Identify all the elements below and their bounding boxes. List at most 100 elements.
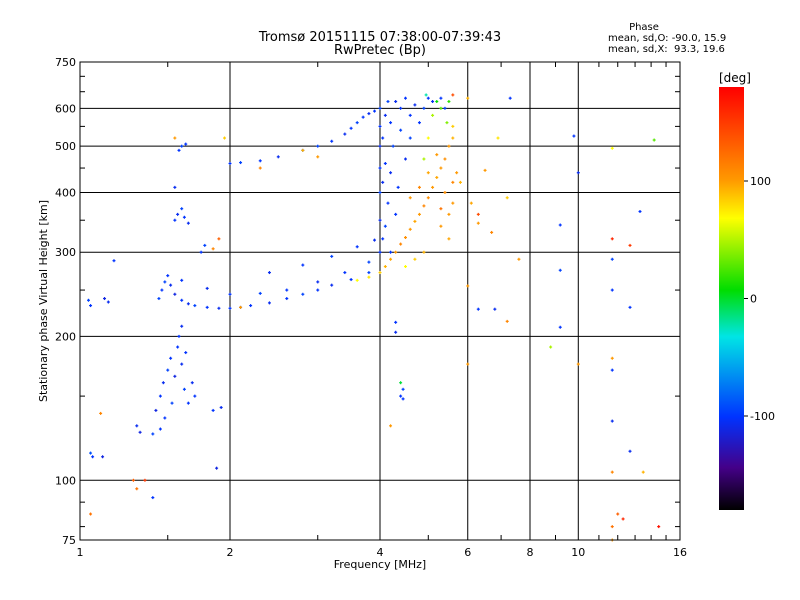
o-mode-point — [285, 288, 289, 292]
x-mode-point — [466, 362, 470, 366]
o-mode-point — [367, 271, 371, 275]
o-mode-point — [378, 144, 382, 148]
o-mode-point — [182, 387, 186, 391]
x-mode-point — [417, 212, 421, 216]
x-mode-point — [496, 136, 500, 140]
o-mode-point — [91, 455, 95, 459]
x-mode-point — [451, 201, 455, 205]
o-mode-point — [417, 121, 421, 125]
o-mode-point — [176, 212, 180, 216]
x-mode-point — [483, 168, 487, 172]
x-mode-point — [443, 190, 447, 194]
o-mode-point — [408, 136, 412, 140]
x-mode-point — [417, 185, 421, 189]
o-mode-point — [157, 297, 161, 301]
o-mode-point — [373, 109, 377, 113]
o-mode-point — [422, 106, 426, 110]
x-mode-point — [426, 171, 430, 175]
colorbar-tick-label: 100 — [750, 175, 771, 188]
o-mode-point — [169, 356, 173, 360]
x-mode-point — [517, 257, 521, 261]
x-mode-point — [389, 424, 393, 428]
o-mode-point — [161, 381, 165, 385]
o-mode-point — [184, 351, 188, 355]
colorbar — [719, 87, 744, 510]
o-mode-point — [166, 274, 170, 278]
o-mode-point — [180, 324, 184, 328]
o-mode-point — [378, 124, 382, 128]
o-mode-point — [638, 210, 642, 214]
o-mode-point — [228, 161, 232, 165]
x-mode-point — [451, 93, 455, 97]
x-mode-point — [173, 136, 177, 140]
x-mode-point — [641, 470, 645, 474]
o-mode-point — [89, 451, 93, 455]
y-tick-label: 300 — [55, 246, 76, 259]
o-mode-point — [394, 330, 398, 334]
colorbar-label: [deg] — [719, 71, 751, 85]
o-mode-point — [276, 155, 280, 159]
x-tick-label: 10 — [571, 546, 585, 559]
o-mode-point — [258, 291, 262, 295]
o-mode-point — [215, 466, 219, 470]
o-mode-point — [349, 126, 353, 130]
o-mode-point — [180, 207, 184, 211]
x-mode-point — [258, 166, 262, 170]
x-tick-label: 6 — [464, 546, 471, 559]
x-mode-point — [131, 478, 135, 482]
x-axis-label: Frequency [MHz] — [334, 558, 426, 571]
o-mode-point — [401, 397, 405, 401]
o-mode-point — [219, 405, 223, 409]
x-mode-point — [490, 230, 494, 234]
x-mode-point — [447, 144, 451, 148]
o-mode-point — [403, 96, 407, 100]
x-mode-point — [451, 124, 455, 128]
o-mode-point — [610, 288, 614, 292]
x-tick-label: 2 — [227, 546, 234, 559]
o-mode-point — [177, 148, 181, 152]
o-mode-point — [193, 394, 197, 398]
x-tick-label: 1 — [77, 546, 84, 559]
x-mode-point — [652, 138, 656, 142]
o-mode-point — [431, 100, 435, 104]
x-mode-point — [451, 136, 455, 140]
o-mode-point — [228, 292, 232, 296]
x-mode-point — [447, 100, 451, 104]
o-mode-point — [610, 257, 614, 261]
o-mode-point — [205, 286, 209, 290]
y-tick-label: 100 — [55, 474, 76, 487]
x-mode-point — [549, 345, 553, 349]
o-mode-point — [383, 161, 387, 165]
x-mode-point — [476, 212, 480, 216]
o-mode-point — [381, 237, 385, 241]
x-mode-point — [576, 362, 580, 366]
x-mode-point — [143, 478, 147, 482]
o-mode-point — [408, 113, 412, 117]
o-mode-point — [135, 424, 139, 428]
o-mode-point — [343, 271, 347, 275]
x-mode-point — [403, 265, 407, 269]
o-mode-point — [443, 106, 447, 110]
o-mode-point — [394, 100, 398, 104]
o-mode-point — [166, 368, 170, 372]
colorbar-ticks: 100 0 -100 — [744, 175, 775, 423]
o-mode-point — [330, 139, 334, 143]
o-mode-point — [182, 215, 186, 219]
o-mode-point — [373, 238, 377, 242]
x-mode-point — [445, 121, 449, 125]
x-mode-point — [469, 201, 473, 205]
o-mode-point — [267, 271, 271, 275]
o-mode-point — [170, 401, 174, 405]
o-mode-point — [355, 245, 359, 249]
x-mode-point — [89, 512, 93, 516]
x-mode-point — [466, 96, 470, 100]
x-mode-point — [135, 487, 139, 491]
o-mode-point — [378, 166, 382, 170]
o-mode-point — [180, 362, 184, 366]
o-mode-point — [177, 334, 181, 338]
o-mode-point — [381, 180, 385, 184]
o-mode-point — [205, 305, 209, 309]
x-mode-point — [435, 175, 439, 179]
x-mode-point — [439, 166, 443, 170]
x-mode-point — [408, 196, 412, 200]
